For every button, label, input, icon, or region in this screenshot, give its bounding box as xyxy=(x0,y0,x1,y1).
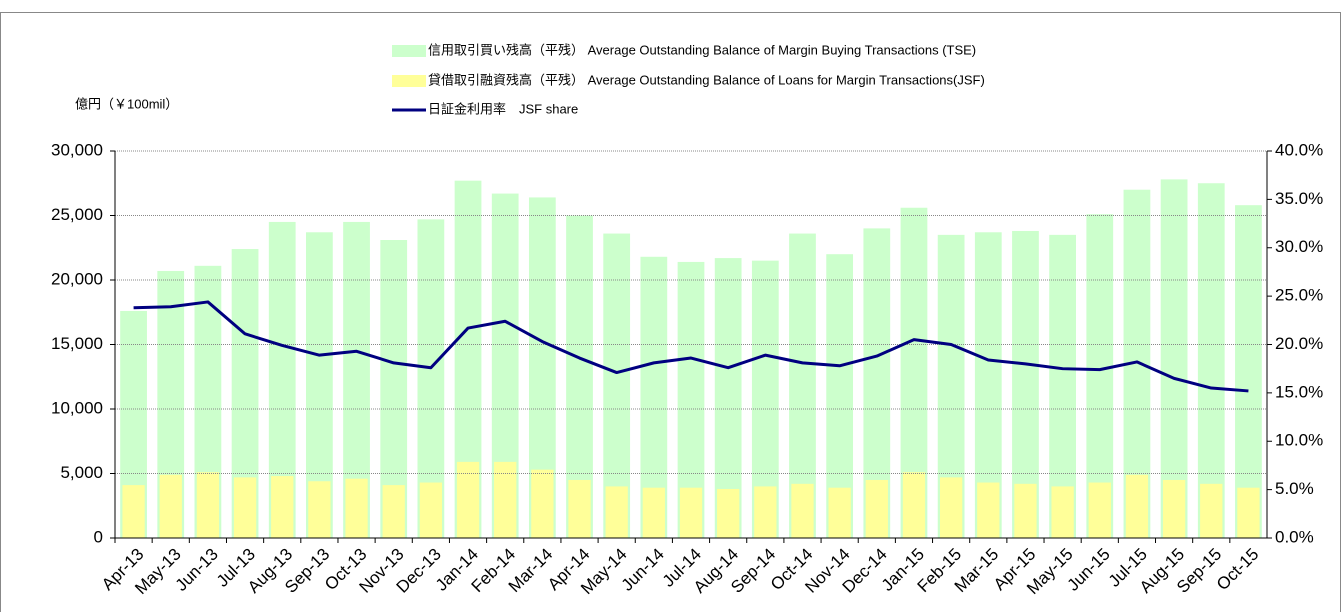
bar xyxy=(568,479,591,538)
y-tick-label: 10,000 xyxy=(51,398,103,417)
bar xyxy=(271,476,294,538)
bar xyxy=(456,461,480,538)
y2-tick-label: 25.0% xyxy=(1275,286,1323,305)
y2-tick-label: 10.0% xyxy=(1275,431,1323,450)
legend-swatch xyxy=(392,45,426,57)
bar xyxy=(1237,487,1260,538)
y2-tick-label: 20.0% xyxy=(1275,334,1323,353)
bar xyxy=(122,485,145,538)
legend-label: 信用取引買い残高（平残） Average Outstanding Balance… xyxy=(428,42,976,57)
y-tick-label: 30,000 xyxy=(51,140,103,159)
bar xyxy=(1235,205,1262,538)
bar xyxy=(977,482,1000,538)
y2-tick-label: 15.0% xyxy=(1275,382,1323,401)
bar xyxy=(791,483,814,538)
bar xyxy=(1162,479,1186,538)
bar xyxy=(1160,179,1188,538)
y2-tick-label: 30.0% xyxy=(1275,237,1323,256)
legend-label: 貸借取引融資残高（平残） Average Outstanding Balance… xyxy=(428,72,985,87)
y-unit-label: 億円（￥100mil） xyxy=(75,96,178,111)
bar xyxy=(754,486,777,538)
bar xyxy=(1014,483,1037,538)
bar xyxy=(196,472,220,538)
line-series xyxy=(133,300,1249,393)
bar xyxy=(1088,482,1111,538)
bar xyxy=(828,487,851,538)
bar xyxy=(531,469,554,538)
y-tick-label: 15,000 xyxy=(51,334,103,353)
bar xyxy=(642,487,665,538)
bar xyxy=(419,482,443,538)
bar xyxy=(1197,183,1225,538)
y2-tick-label: 35.0% xyxy=(1275,189,1323,208)
bar xyxy=(382,485,405,538)
y-tick-label: 5,000 xyxy=(60,463,103,482)
legend-label: 日証金利用率 JSF share xyxy=(428,101,578,116)
bar xyxy=(1125,474,1149,538)
bar xyxy=(1051,486,1074,538)
x-tick-label: Oct-15 xyxy=(1213,545,1263,595)
y-tick-label: 0 xyxy=(94,527,103,546)
y2-tick-label: 40.0% xyxy=(1275,140,1323,159)
bar xyxy=(679,487,703,538)
bar xyxy=(308,481,331,538)
x-tick-label: Jun-15 xyxy=(1064,545,1114,595)
bar xyxy=(717,488,740,538)
bar xyxy=(605,486,628,538)
legend-swatch xyxy=(392,75,426,87)
bar xyxy=(939,477,963,538)
bar xyxy=(159,474,182,538)
bar xyxy=(233,477,257,538)
bar xyxy=(1200,483,1223,538)
bar xyxy=(494,461,517,538)
bar xyxy=(902,472,926,538)
x-tick-label: Jun-13 xyxy=(172,545,222,595)
bar xyxy=(345,478,368,538)
y-tick-label: 20,000 xyxy=(51,269,103,288)
bar xyxy=(865,479,888,538)
y-tick-label: 25,000 xyxy=(51,205,103,224)
x-tick-label: Jun-14 xyxy=(618,545,668,595)
y2-tick-label: 5.0% xyxy=(1275,479,1314,498)
y2-tick-label: 0.0% xyxy=(1275,527,1314,546)
